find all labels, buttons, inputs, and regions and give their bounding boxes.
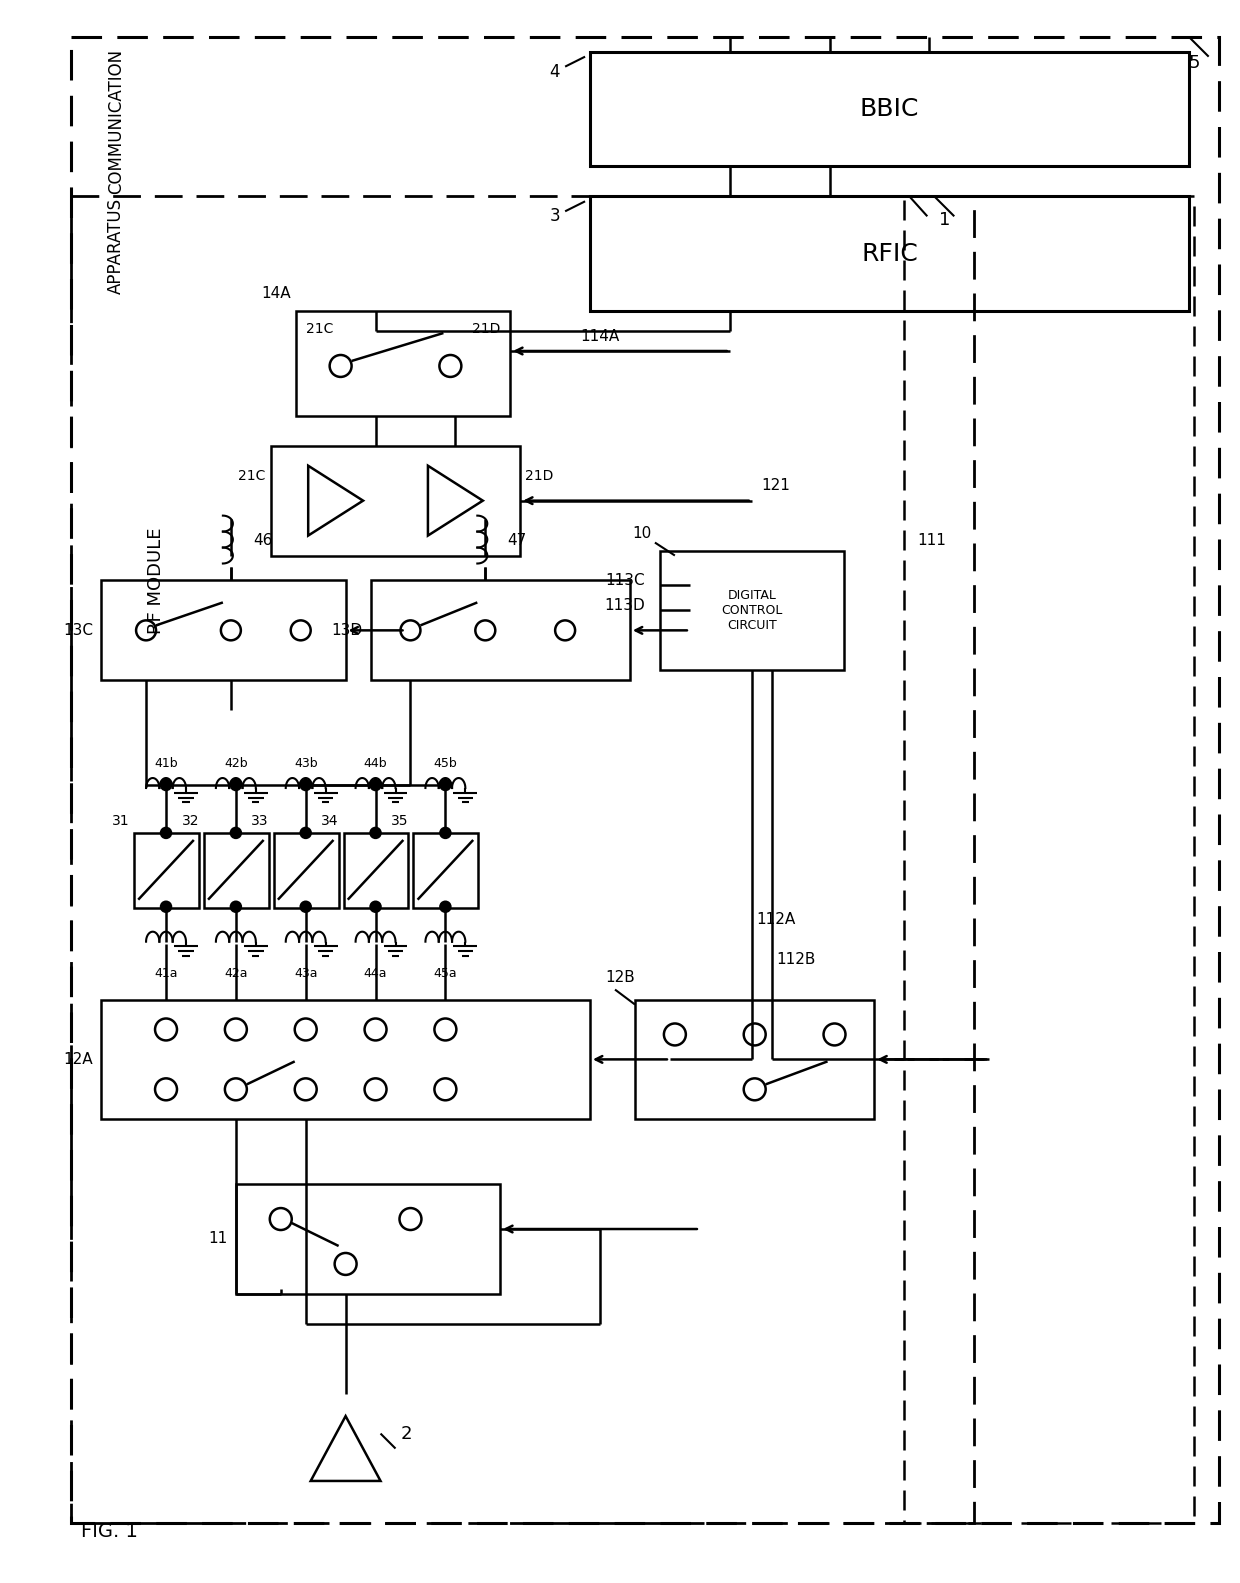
Text: 12B: 12B	[605, 969, 635, 985]
Text: 21D: 21D	[472, 321, 500, 336]
Text: 44a: 44a	[363, 967, 387, 980]
Bar	[904, 196, 1194, 1523]
Text: 113C: 113C	[605, 573, 645, 587]
Text: 31: 31	[112, 814, 129, 828]
Bar	[236, 1184, 500, 1293]
Bar	[71, 196, 975, 1523]
Bar	[274, 833, 339, 907]
Bar	[371, 581, 630, 681]
Circle shape	[231, 828, 241, 837]
Bar	[343, 833, 408, 907]
Text: 32: 32	[181, 814, 198, 828]
Text: 10: 10	[632, 526, 652, 540]
Circle shape	[231, 780, 241, 790]
Text: 111: 111	[918, 533, 946, 548]
Text: 46: 46	[253, 533, 273, 548]
Text: 114A: 114A	[580, 329, 620, 344]
Circle shape	[301, 902, 311, 912]
Text: FIG. 1: FIG. 1	[81, 1523, 138, 1542]
Text: 21C: 21C	[238, 469, 265, 483]
Text: 21C: 21C	[306, 321, 334, 336]
Text: 41b: 41b	[154, 757, 177, 769]
Text: RF MODULE: RF MODULE	[148, 527, 165, 633]
Text: 14A: 14A	[262, 287, 290, 301]
Text: APPARATUS: APPARATUS	[107, 198, 125, 294]
Circle shape	[231, 902, 241, 912]
Text: 3: 3	[549, 207, 560, 225]
Text: 1: 1	[939, 211, 951, 230]
Circle shape	[371, 828, 381, 837]
Circle shape	[440, 902, 450, 912]
Text: 43a: 43a	[294, 967, 317, 980]
Circle shape	[371, 780, 381, 790]
Bar	[590, 196, 1189, 312]
Text: 45b: 45b	[434, 757, 458, 769]
Text: DIGITAL
CONTROL
CIRCUIT: DIGITAL CONTROL CIRCUIT	[720, 589, 782, 632]
Bar	[295, 312, 510, 416]
Bar	[635, 999, 874, 1119]
Text: 113D: 113D	[604, 598, 645, 613]
Text: 35: 35	[391, 814, 408, 828]
Text: 45a: 45a	[434, 967, 458, 980]
Text: 33: 33	[252, 814, 269, 828]
Text: BBIC: BBIC	[859, 97, 919, 120]
Circle shape	[301, 828, 311, 837]
Text: 44b: 44b	[363, 757, 387, 769]
Text: 5: 5	[1189, 54, 1200, 71]
Circle shape	[371, 902, 381, 912]
Bar	[413, 833, 479, 907]
Text: 43b: 43b	[294, 757, 317, 769]
Text: 112B: 112B	[776, 951, 816, 967]
Text: 41a: 41a	[154, 967, 177, 980]
Text: RFIC: RFIC	[861, 242, 918, 266]
Bar	[134, 833, 198, 907]
Text: 34: 34	[321, 814, 339, 828]
Text: 12A: 12A	[63, 1051, 93, 1067]
Circle shape	[161, 828, 171, 837]
Text: 4: 4	[549, 63, 560, 81]
Text: 42a: 42a	[224, 967, 248, 980]
Text: 2: 2	[401, 1425, 412, 1442]
Text: 13C: 13C	[63, 622, 93, 638]
Text: 47: 47	[507, 533, 527, 548]
Bar	[660, 551, 844, 670]
Text: COMMUNICATION: COMMUNICATION	[107, 49, 125, 195]
Circle shape	[161, 780, 171, 790]
Bar	[102, 581, 346, 681]
Circle shape	[161, 902, 171, 912]
Circle shape	[440, 780, 450, 790]
Text: 11: 11	[208, 1232, 228, 1246]
Circle shape	[440, 828, 450, 837]
Bar	[270, 446, 521, 556]
Text: 121: 121	[761, 478, 791, 494]
Text: 112A: 112A	[756, 912, 796, 928]
Circle shape	[301, 780, 311, 790]
Text: 42b: 42b	[224, 757, 248, 769]
Text: 13D: 13D	[331, 622, 362, 638]
Bar	[590, 52, 1189, 166]
Bar	[102, 999, 590, 1119]
Bar	[203, 833, 269, 907]
Text: 21D: 21D	[526, 469, 553, 483]
